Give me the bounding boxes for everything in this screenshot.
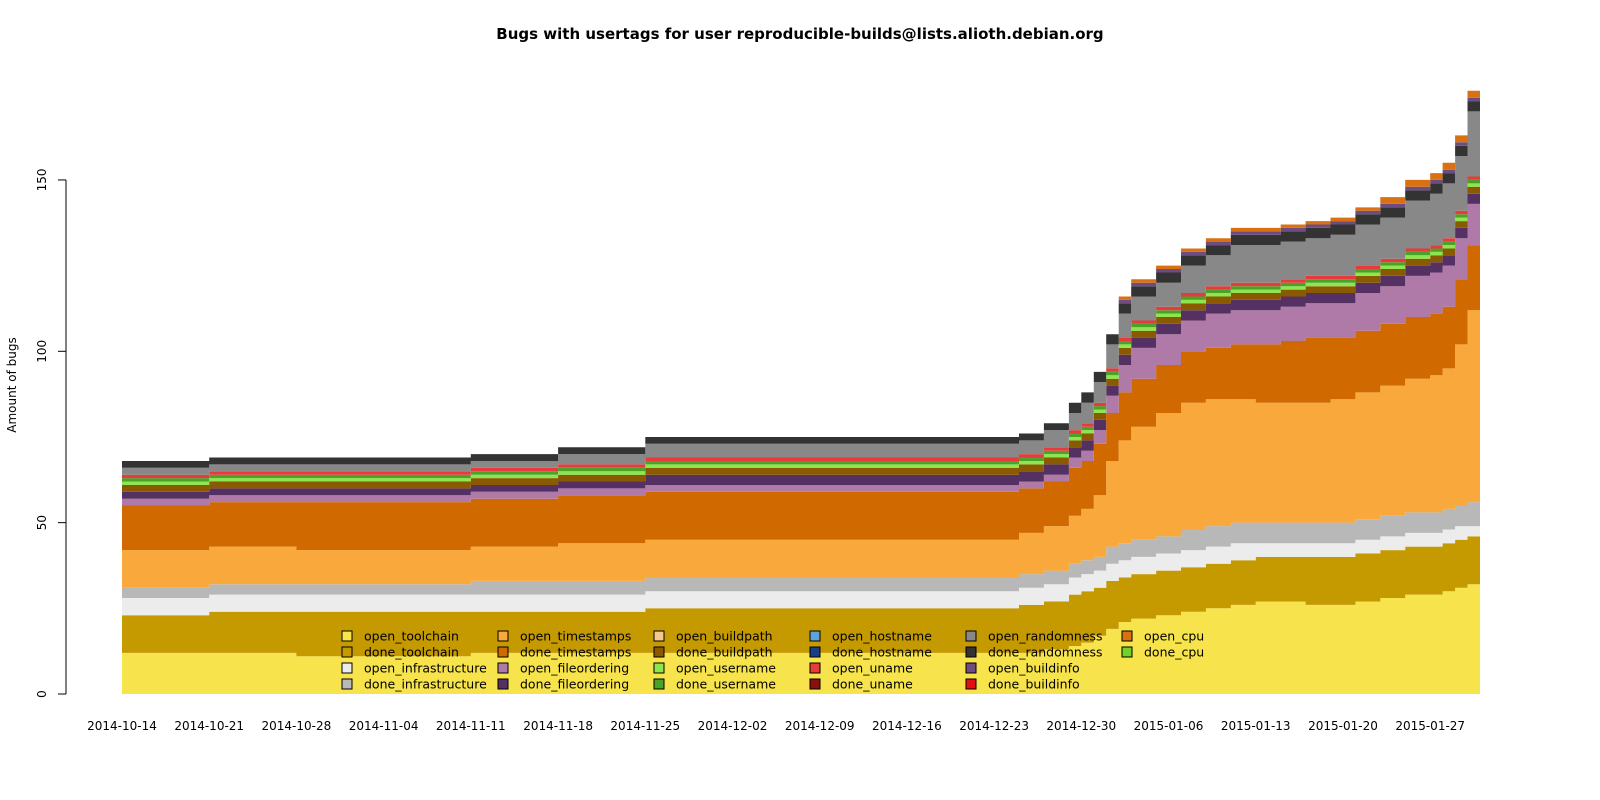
legend-item-done-username: done_username <box>653 677 776 692</box>
series-area-open-timestamps <box>122 310 1480 588</box>
legend-item-done-randomness: done_randomness <box>965 645 1103 660</box>
x-tick-label: 2014-10-28 <box>262 719 332 733</box>
legend-label: done_username <box>676 677 776 692</box>
legend-item-open-uname: open_uname <box>809 661 913 676</box>
legend-label: open_uname <box>832 661 913 676</box>
x-tick-label: 2014-10-21 <box>174 719 244 733</box>
legend-item-done-toolchain: done_toolchain <box>341 645 459 660</box>
legend-label: open_infrastructure <box>364 661 487 676</box>
x-tick-label: 2014-12-09 <box>785 719 855 733</box>
series-area-open-toolchain <box>122 584 1480 694</box>
legend-label: open_buildpath <box>676 629 773 644</box>
series-areas <box>122 90 1480 694</box>
x-tick-label: 2015-01-06 <box>1134 719 1204 733</box>
legend-item-open-infrastructure: open_infrastructure <box>341 661 487 676</box>
legend-swatch <box>965 646 977 658</box>
legend-swatch <box>1121 630 1133 642</box>
y-tick-label: 100 <box>35 340 49 363</box>
y-tick-label: 0 <box>35 690 49 698</box>
x-tick-label: 2014-12-23 <box>959 719 1029 733</box>
legend-label: open_timestamps <box>520 629 631 644</box>
legend-swatch <box>497 630 509 642</box>
legend-item-done-buildinfo: done_buildinfo <box>965 677 1080 692</box>
legend-swatch <box>809 646 821 658</box>
legend-swatch <box>809 678 821 690</box>
legend: open_toolchaindone_toolchainopen_infrast… <box>341 629 1204 692</box>
legend-label: done_buildpath <box>676 645 773 660</box>
x-tick-label: 2014-11-04 <box>349 719 419 733</box>
legend-item-open-fileordering: open_fileordering <box>497 661 629 676</box>
y-axis: 0 50 100 150 <box>35 168 67 698</box>
legend-item-done-uname: done_uname <box>809 677 913 692</box>
legend-swatch <box>341 662 353 674</box>
legend-swatch <box>809 630 821 642</box>
x-tick-label: 2014-12-16 <box>872 719 942 733</box>
legend-swatch <box>341 678 353 690</box>
legend-label: done_timestamps <box>520 645 631 660</box>
legend-label: done_randomness <box>988 645 1103 660</box>
y-axis-label: Amount of bugs <box>5 337 19 432</box>
x-tick-label: 2015-01-20 <box>1308 719 1378 733</box>
legend-item-done-cpu: done_cpu <box>1121 645 1204 660</box>
series-area-open-infrastructure <box>122 526 1480 616</box>
legend-label: done_infrastructure <box>364 677 487 692</box>
legend-swatch <box>341 630 353 642</box>
legend-swatch <box>653 646 665 658</box>
x-tick-label: 2014-11-18 <box>523 719 593 733</box>
legend-label: open_fileordering <box>520 661 629 676</box>
legend-swatch <box>653 662 665 674</box>
legend-swatch <box>965 630 977 642</box>
legend-item-open-hostname: open_hostname <box>809 629 932 644</box>
legend-label: done_cpu <box>1144 645 1204 660</box>
x-tick-label: 2015-01-27 <box>1395 719 1465 733</box>
x-tick-label: 2015-01-13 <box>1221 719 1291 733</box>
legend-item-open-buildinfo: open_buildinfo <box>965 661 1080 676</box>
legend-item-done-fileordering: done_fileordering <box>497 677 629 692</box>
legend-swatch <box>497 662 509 674</box>
legend-item-open-randomness: open_randomness <box>965 629 1103 644</box>
legend-item-open-buildpath: open_buildpath <box>653 629 773 644</box>
legend-label: done_fileordering <box>520 677 629 692</box>
legend-label: done_uname <box>832 677 913 692</box>
legend-label: open_buildinfo <box>988 661 1080 676</box>
x-tick-label: 2014-11-11 <box>436 719 506 733</box>
legend-item-open-toolchain: open_toolchain <box>341 629 459 644</box>
legend-label: done_hostname <box>832 645 932 660</box>
series-area-done-timestamps <box>122 245 1480 551</box>
legend-item-open-username: open_username <box>653 661 776 676</box>
x-tick-label: 2014-11-25 <box>610 719 680 733</box>
x-tick-label: 2014-12-02 <box>698 719 768 733</box>
legend-item-done-timestamps: done_timestamps <box>497 645 631 660</box>
y-tick-label: 150 <box>35 168 49 191</box>
legend-label: open_randomness <box>988 629 1103 644</box>
legend-swatch <box>653 630 665 642</box>
legend-swatch <box>497 646 509 658</box>
chart-title: Bugs with usertags for user reproducible… <box>496 25 1103 43</box>
series-area-done-infrastructure <box>122 502 1480 598</box>
x-tick-label: 2014-10-14 <box>87 719 157 733</box>
legend-item-open-timestamps: open_timestamps <box>497 629 631 644</box>
legend-swatch <box>497 678 509 690</box>
x-tick-label: 2014-12-30 <box>1046 719 1116 733</box>
legend-swatch <box>653 678 665 690</box>
legend-label: done_toolchain <box>364 645 459 660</box>
legend-swatch <box>809 662 821 674</box>
x-axis: 2014-10-14 2014-10-21 2014-10-28 2014-11-04… <box>87 719 1465 733</box>
legend-item-done-buildpath: done_buildpath <box>653 645 773 660</box>
series-area-done-toolchain <box>122 536 1480 657</box>
y-tick-label: 50 <box>35 515 49 530</box>
legend-label: open_username <box>676 661 776 676</box>
legend-label: done_buildinfo <box>988 677 1080 692</box>
legend-item-done-infrastructure: done_infrastructure <box>341 677 487 692</box>
legend-label: open_cpu <box>1144 629 1204 644</box>
legend-label: open_hostname <box>832 629 932 644</box>
legend-swatch <box>341 646 353 658</box>
legend-swatch <box>1121 646 1133 658</box>
legend-swatch <box>965 678 977 690</box>
legend-item-open-cpu: open_cpu <box>1121 629 1204 644</box>
legend-swatch <box>965 662 977 674</box>
legend-label: open_toolchain <box>364 629 459 644</box>
legend-item-done-hostname: done_hostname <box>809 645 932 660</box>
